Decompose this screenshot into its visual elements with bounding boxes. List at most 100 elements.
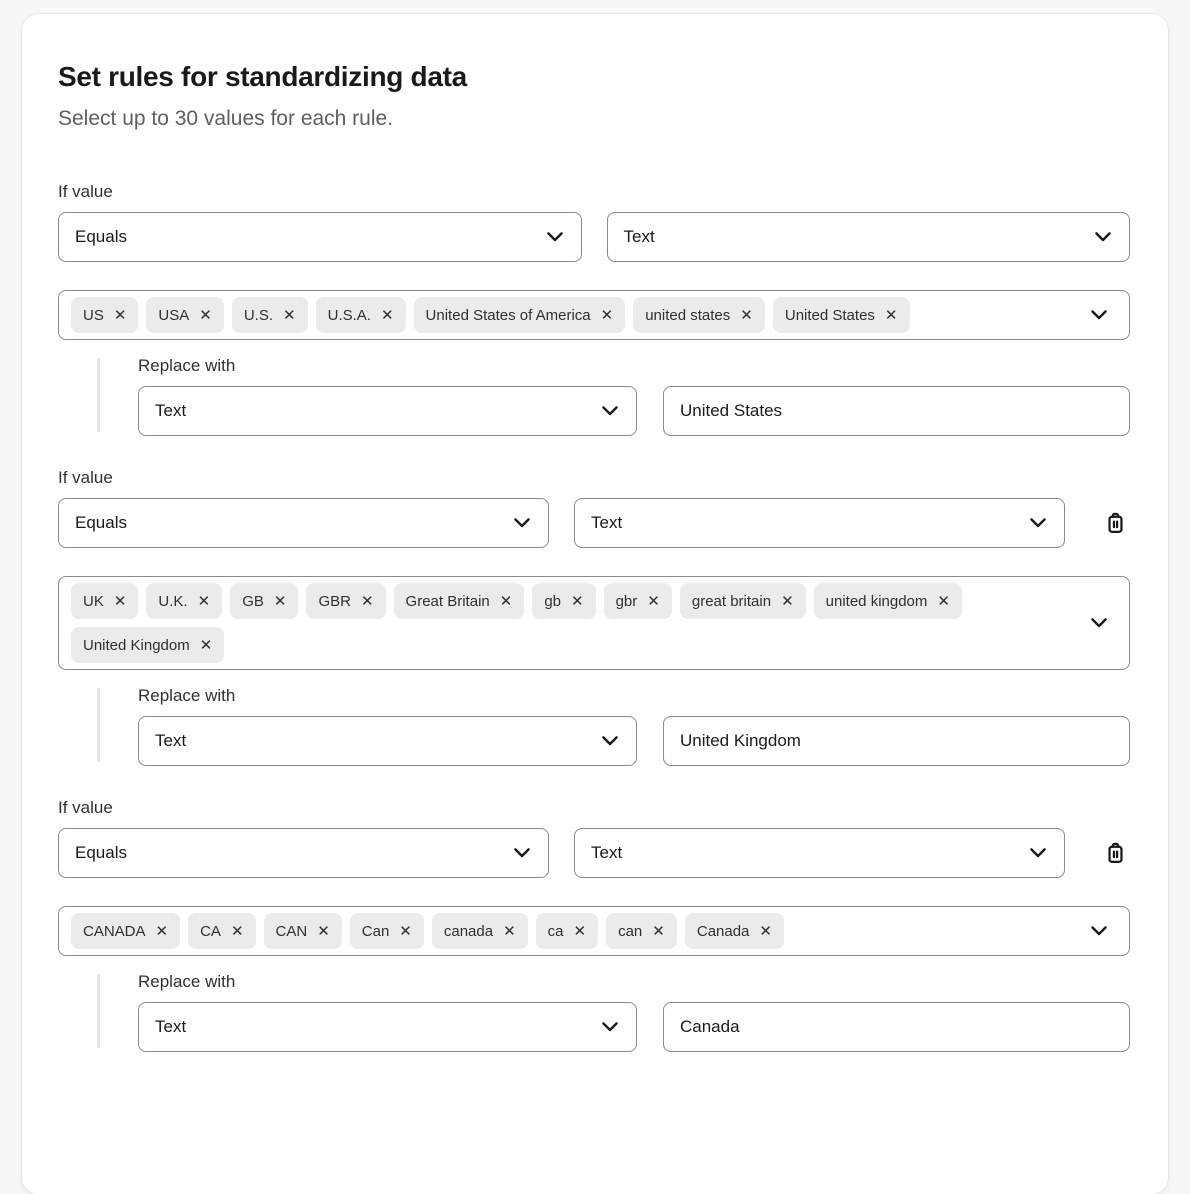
replace-with-section: Replace with Text: [58, 686, 1130, 766]
remove-value-icon[interactable]: ✕: [759, 922, 772, 940]
remove-value-icon[interactable]: ✕: [230, 922, 244, 940]
chevron-down-icon: [1087, 919, 1111, 943]
condition-row: Equals Text: [58, 828, 1130, 878]
if-value-label: If value: [58, 468, 113, 487]
value-chip-label: united kingdom: [825, 592, 928, 610]
values-multiselect[interactable]: UK ✕ U.K. ✕ GB ✕ GBR ✕ Great Britain ✕ g…: [58, 576, 1130, 670]
remove-value-icon[interactable]: ✕: [360, 592, 374, 610]
remove-value-icon[interactable]: ✕: [781, 592, 794, 610]
value-chip-label: U.S.A.: [327, 306, 371, 324]
value-chip-label: CA: [200, 922, 221, 940]
chevron-down-icon: [510, 841, 534, 865]
value-type-select[interactable]: Text: [574, 828, 1065, 878]
value-chip-label: GBR: [318, 592, 351, 610]
remove-value-icon[interactable]: ✕: [380, 306, 394, 324]
replace-value-input[interactable]: [663, 1002, 1130, 1052]
condition-select[interactable]: Equals: [58, 828, 549, 878]
value-chip: GB ✕: [230, 583, 299, 619]
value-chip: United States of America ✕: [413, 297, 626, 333]
remove-value-icon[interactable]: ✕: [600, 306, 614, 324]
remove-value-icon[interactable]: ✕: [571, 592, 584, 610]
remove-value-icon[interactable]: ✕: [499, 592, 513, 610]
replace-with-label: Replace with: [138, 686, 236, 705]
chevron-down-icon: [1087, 611, 1111, 635]
value-chip-label: united states: [645, 306, 731, 324]
replace-type-select[interactable]: Text: [138, 716, 637, 766]
value-type-select[interactable]: Text: [606, 212, 1130, 262]
value-chip-label: CAN: [275, 922, 308, 940]
chevron-down-icon: [1087, 303, 1111, 327]
remove-value-icon[interactable]: ✕: [155, 922, 169, 940]
value-chip: CAN ✕: [263, 913, 342, 949]
value-chip: united kingdom ✕: [813, 583, 962, 619]
value-chip-label: ca: [547, 922, 564, 940]
chevron-down-icon: [598, 729, 622, 753]
chevron-down-icon: [1026, 511, 1050, 535]
remove-value-icon[interactable]: ✕: [317, 922, 330, 940]
delete-rule-button[interactable]: [1100, 506, 1130, 540]
value-type-select[interactable]: Text: [574, 498, 1065, 548]
remove-value-icon[interactable]: ✕: [884, 306, 898, 324]
remove-value-icon[interactable]: ✕: [283, 306, 296, 324]
value-chip: ca ✕: [535, 913, 599, 949]
replace-with-label: Replace with: [138, 356, 236, 375]
replace-with-label: Replace with: [138, 972, 236, 991]
chevron-down-icon: [1026, 841, 1050, 865]
remove-value-icon[interactable]: ✕: [273, 592, 287, 610]
condition-select[interactable]: Equals: [58, 498, 549, 548]
page-subtitle: Select up to 30 values for each rule.: [58, 107, 394, 130]
value-chip-label: can: [618, 922, 643, 940]
value-chip-label: United States: [784, 306, 875, 324]
value-chip: US ✕: [71, 297, 139, 333]
value-type-select-value: Text: [623, 227, 655, 246]
rule-block: If value Equals Text: [58, 798, 1130, 1052]
value-chip: U.S. ✕: [231, 297, 308, 333]
value-chip: United States ✕: [772, 297, 910, 333]
replace-value-input[interactable]: [663, 386, 1130, 436]
value-chip: UK ✕: [71, 583, 139, 619]
value-chip-label: great britain: [691, 592, 772, 610]
remove-value-icon[interactable]: ✕: [647, 592, 660, 610]
condition-select[interactable]: Equals: [58, 212, 582, 262]
remove-value-icon[interactable]: ✕: [113, 592, 127, 610]
value-chip-label: US: [83, 306, 104, 324]
remove-value-icon[interactable]: ✕: [740, 306, 753, 324]
remove-value-icon[interactable]: ✕: [197, 592, 211, 610]
remove-value-icon[interactable]: ✕: [399, 922, 412, 940]
replace-value-input[interactable]: [663, 716, 1130, 766]
replace-type-select-value: Text: [155, 1017, 187, 1036]
condition-row: Equals Text: [58, 498, 1130, 548]
value-chip: can ✕: [606, 913, 677, 949]
remove-value-icon[interactable]: ✕: [199, 306, 212, 324]
value-type-select-value: Text: [591, 843, 623, 862]
replace-type-select[interactable]: Text: [138, 386, 637, 436]
value-chip-label: Canada: [696, 922, 750, 940]
remove-value-icon[interactable]: ✕: [503, 922, 516, 940]
value-chip: GBR ✕: [306, 583, 386, 619]
remove-value-icon[interactable]: ✕: [573, 922, 587, 940]
delete-rule-button[interactable]: [1100, 836, 1130, 870]
value-chip: Canada ✕: [684, 913, 784, 949]
values-multiselect[interactable]: CANADA ✕ CA ✕ CAN ✕ Can ✕ canada ✕ ca ✕ …: [58, 906, 1130, 956]
value-chip-label: United States of America: [425, 306, 591, 324]
remove-value-icon[interactable]: ✕: [113, 306, 127, 324]
remove-value-icon[interactable]: ✕: [199, 636, 213, 654]
if-value-label: If value: [58, 798, 113, 817]
value-chip-label: canada: [443, 922, 494, 940]
replace-type-select[interactable]: Text: [138, 1002, 637, 1052]
value-chip-label: United Kingdom: [83, 636, 190, 654]
value-chip: CANADA ✕: [71, 913, 181, 949]
replace-row: Text: [138, 386, 1130, 436]
replace-row: Text: [138, 1002, 1130, 1052]
chevron-down-icon: [598, 399, 622, 423]
rule-block: If value Equals Text: [58, 468, 1130, 766]
value-chip: canada ✕: [431, 913, 528, 949]
value-chip-label: GB: [242, 592, 264, 610]
value-chip-label: USA: [158, 306, 190, 324]
values-multiselect[interactable]: US ✕ USA ✕ U.S. ✕ U.S.A. ✕ United States…: [58, 290, 1130, 340]
remove-value-icon[interactable]: ✕: [937, 592, 950, 610]
remove-value-icon[interactable]: ✕: [652, 922, 665, 940]
value-chip: gbr ✕: [603, 583, 672, 619]
value-chip: Great Britain ✕: [393, 583, 525, 619]
chevron-down-icon: [543, 225, 567, 249]
